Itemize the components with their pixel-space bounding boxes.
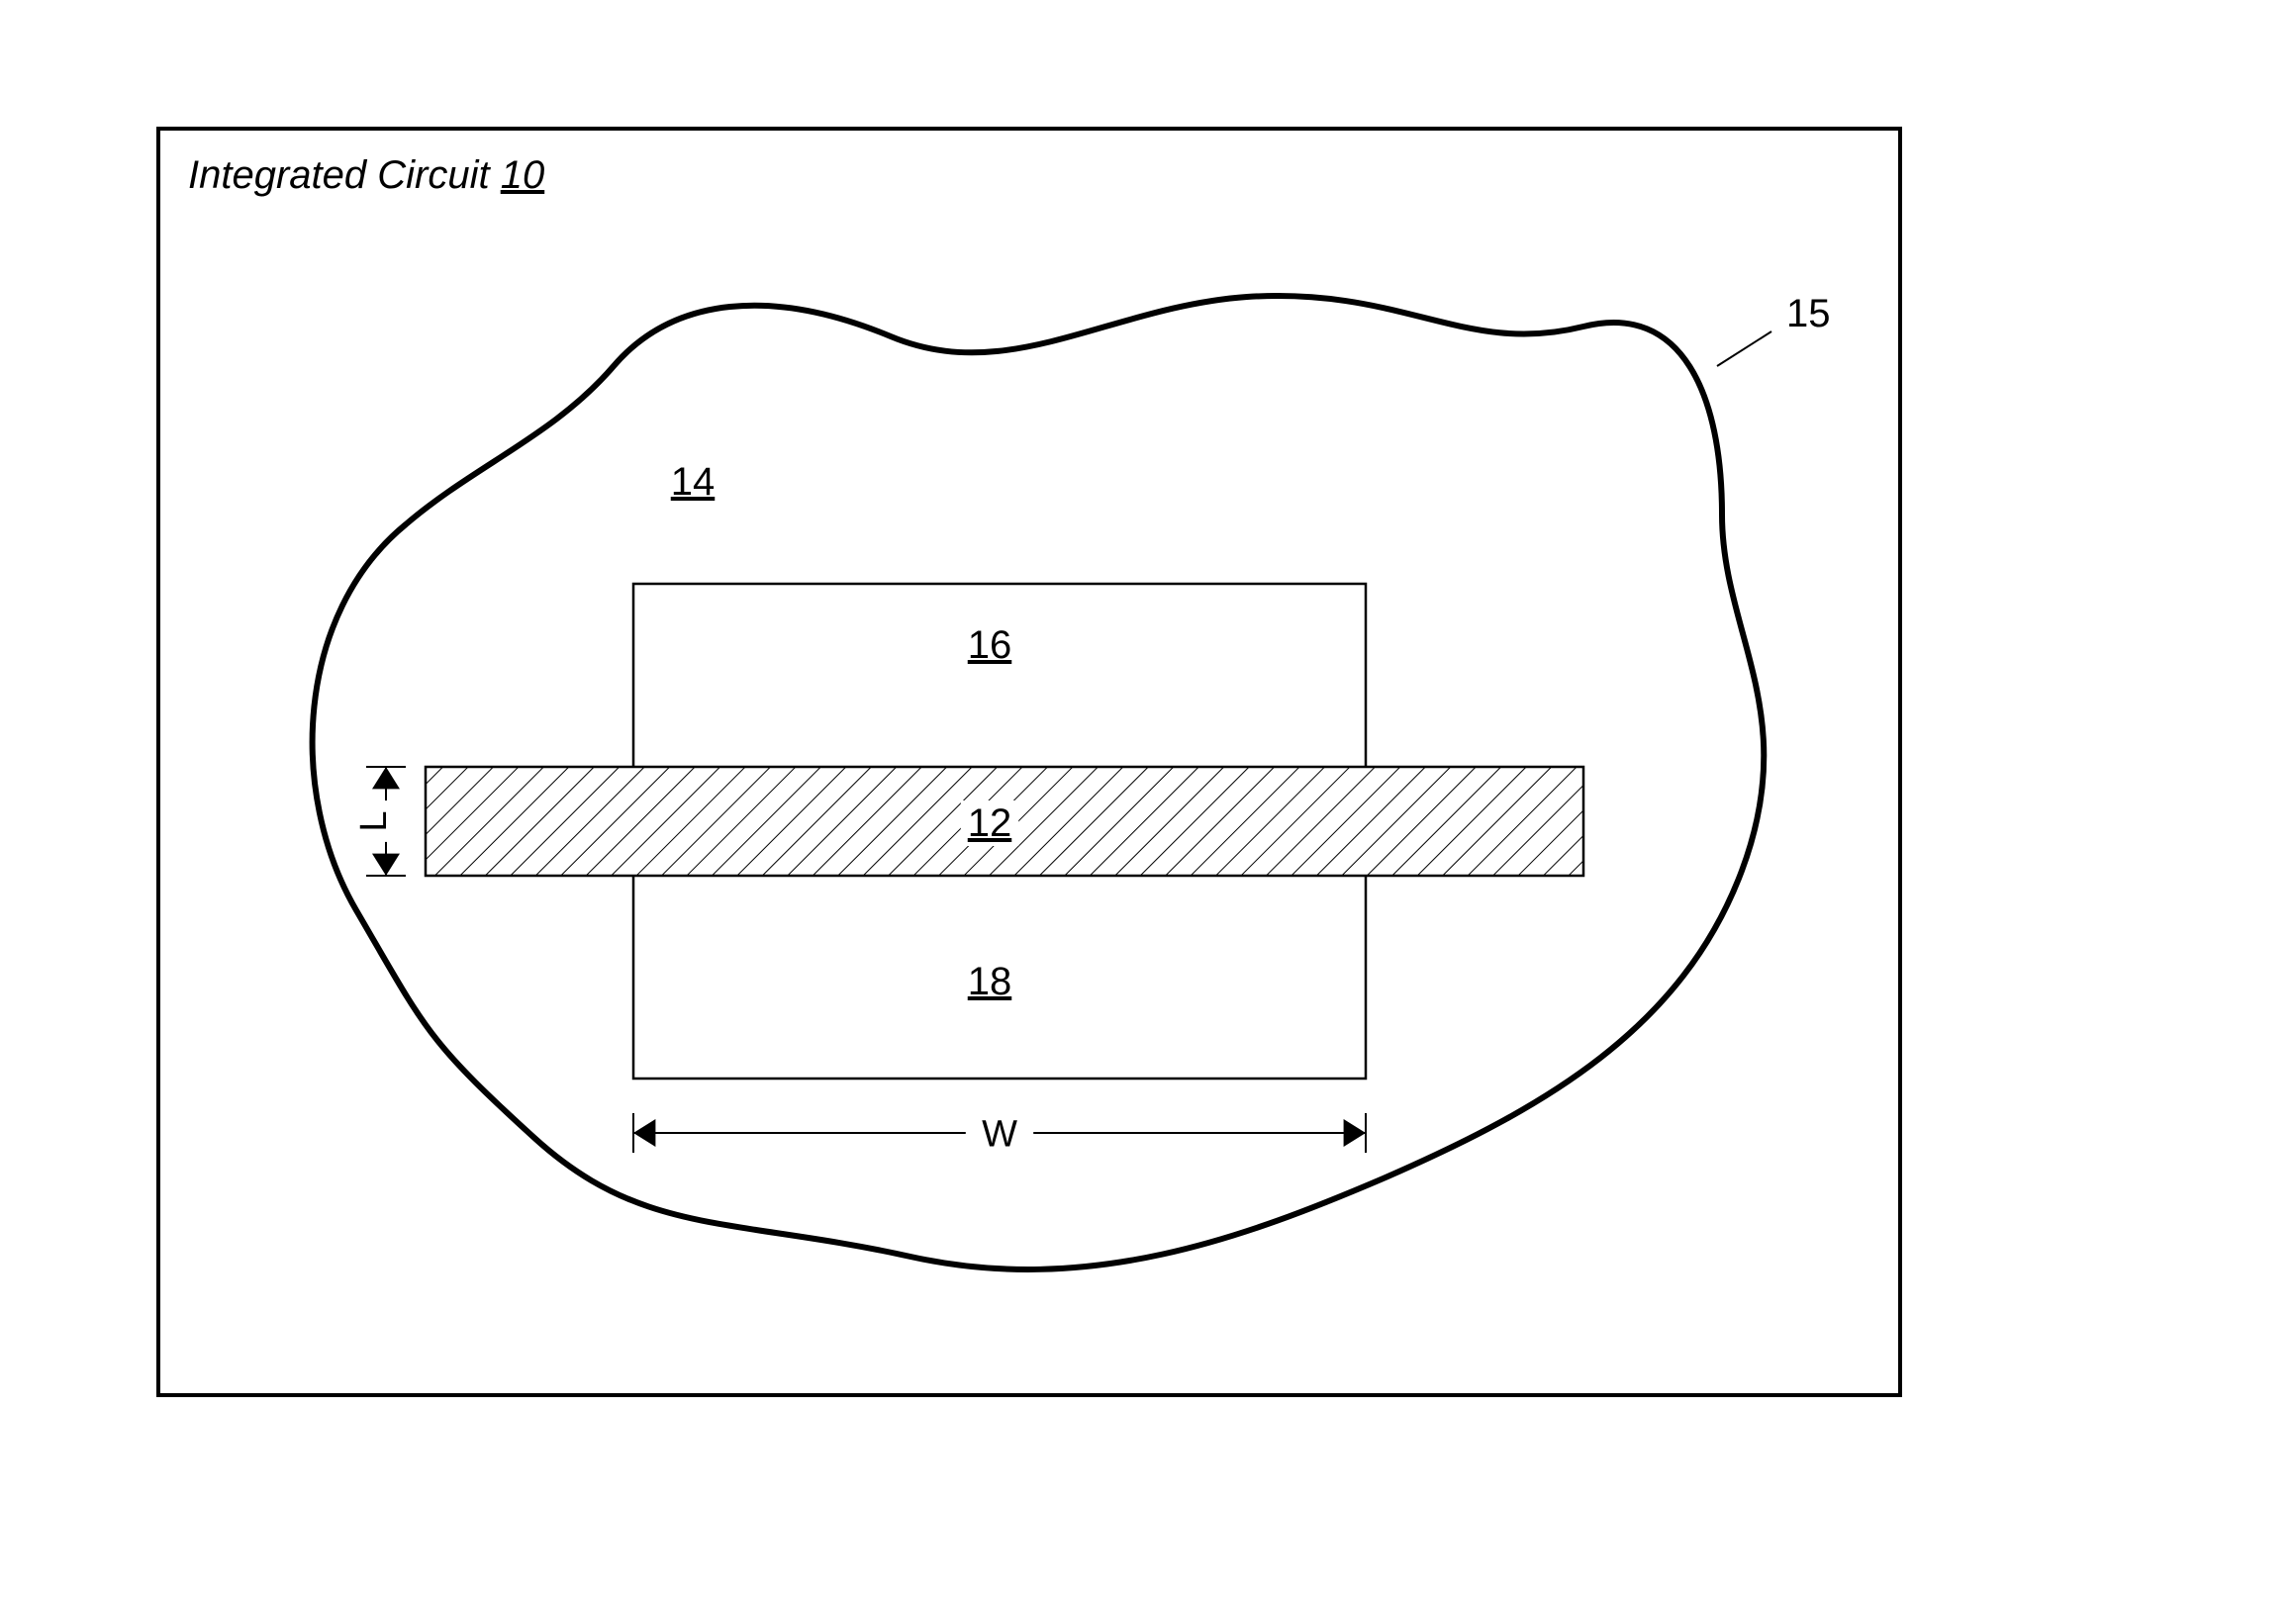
dim-w-label: W	[982, 1113, 1017, 1155]
diagram-title: Integrated Circuit 10	[188, 153, 544, 197]
ref-15: 15	[1786, 292, 1831, 335]
ref-18: 18	[968, 960, 1012, 1003]
ref-14: 14	[671, 460, 716, 504]
dim-l-label: L	[353, 810, 395, 831]
ref-16: 16	[968, 623, 1012, 667]
ref-12: 12	[968, 801, 1012, 845]
